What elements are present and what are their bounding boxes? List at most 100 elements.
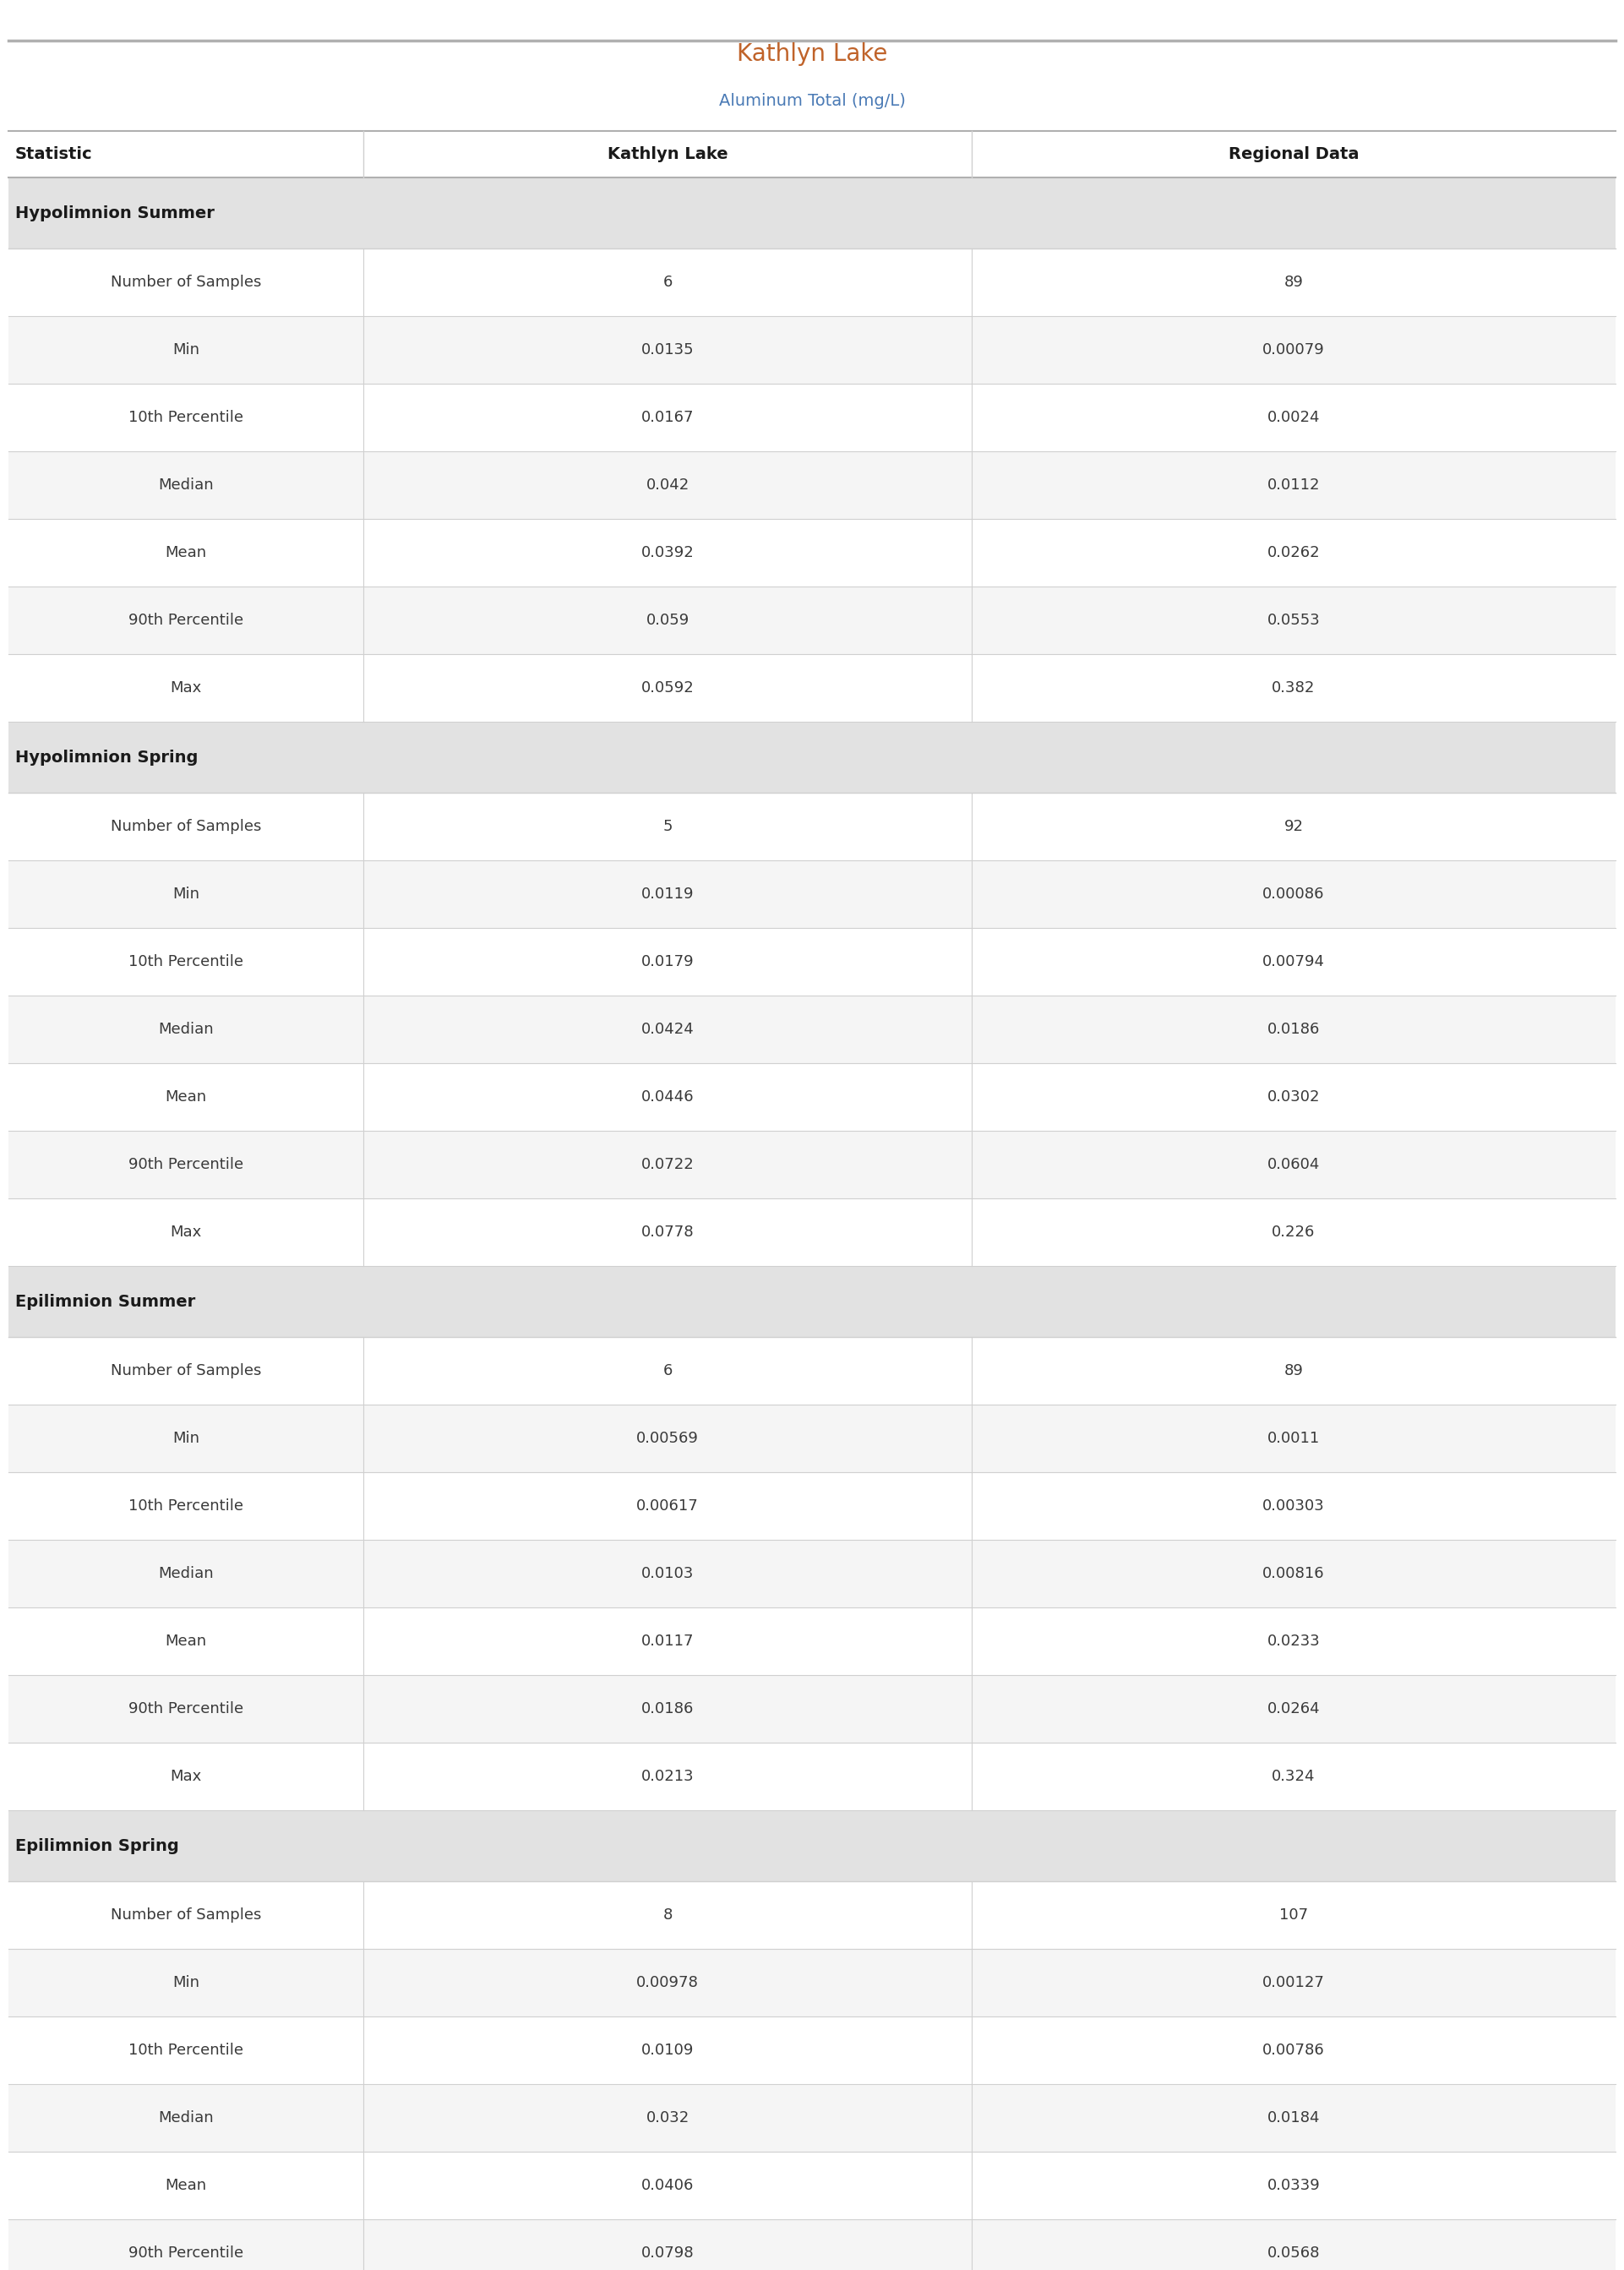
Text: Max: Max <box>171 681 201 695</box>
Text: 0.00086: 0.00086 <box>1262 888 1325 901</box>
Bar <box>8 2016 1616 2084</box>
Text: Mean: Mean <box>166 1090 206 1105</box>
Bar <box>8 2152 1616 2220</box>
Text: 0.0119: 0.0119 <box>641 888 693 901</box>
Text: 92: 92 <box>1285 819 1304 833</box>
Bar <box>8 177 1616 247</box>
Text: 0.0424: 0.0424 <box>641 1022 693 1037</box>
Text: 0.042: 0.042 <box>646 477 689 493</box>
Bar <box>8 1950 1616 2016</box>
Bar <box>8 928 1616 997</box>
Text: 0.00978: 0.00978 <box>637 1975 698 1991</box>
Text: 0.226: 0.226 <box>1272 1224 1315 1239</box>
Text: 0.0778: 0.0778 <box>641 1224 693 1239</box>
Bar <box>8 1062 1616 1130</box>
Bar <box>8 722 1616 792</box>
Text: Kathlyn Lake: Kathlyn Lake <box>607 145 728 161</box>
Text: 0.032: 0.032 <box>646 2111 689 2125</box>
Text: Epilimnion Summer: Epilimnion Summer <box>15 1294 195 1310</box>
Text: 0.0024: 0.0024 <box>1267 411 1320 424</box>
Bar <box>8 520 1616 586</box>
Text: 8: 8 <box>663 1907 672 1923</box>
Text: 0.324: 0.324 <box>1272 1768 1315 1784</box>
Bar <box>8 316 1616 384</box>
Bar <box>8 860 1616 928</box>
Text: 5: 5 <box>663 819 672 833</box>
Text: 0.0604: 0.0604 <box>1267 1158 1320 1171</box>
Bar <box>8 1539 1616 1607</box>
Text: 0.0798: 0.0798 <box>641 2245 693 2261</box>
Text: 6: 6 <box>663 1364 672 1378</box>
Text: 10th Percentile: 10th Percentile <box>128 1498 244 1514</box>
Text: Aluminum Total (mg/L): Aluminum Total (mg/L) <box>719 93 905 109</box>
Text: Hypolimnion Spring: Hypolimnion Spring <box>15 749 198 765</box>
Text: 0.00794: 0.00794 <box>1262 953 1325 969</box>
Text: 0.0233: 0.0233 <box>1267 1634 1320 1648</box>
Text: Number of Samples: Number of Samples <box>110 819 261 833</box>
Bar <box>8 384 1616 452</box>
Text: 0.0553: 0.0553 <box>1267 613 1320 629</box>
Bar <box>8 586 1616 654</box>
Bar <box>8 1405 1616 1473</box>
Text: 90th Percentile: 90th Percentile <box>128 1158 244 1171</box>
Text: 0.0135: 0.0135 <box>641 343 693 356</box>
Bar <box>8 1607 1616 1675</box>
Text: 0.059: 0.059 <box>646 613 689 629</box>
Text: Median: Median <box>158 1566 214 1582</box>
Text: 0.0722: 0.0722 <box>641 1158 693 1171</box>
Text: Number of Samples: Number of Samples <box>110 1907 261 1923</box>
Text: Number of Samples: Number of Samples <box>110 1364 261 1378</box>
Text: Statistic: Statistic <box>15 145 93 161</box>
Text: 0.0112: 0.0112 <box>1267 477 1320 493</box>
Text: 0.00127: 0.00127 <box>1262 1975 1325 1991</box>
Bar <box>8 1809 1616 1882</box>
Bar <box>8 792 1616 860</box>
Text: Median: Median <box>158 2111 214 2125</box>
Text: 0.0302: 0.0302 <box>1267 1090 1320 1105</box>
Text: 0.00569: 0.00569 <box>637 1430 698 1446</box>
Bar <box>8 1882 1616 1950</box>
Text: Number of Samples: Number of Samples <box>110 275 261 291</box>
Text: 0.0186: 0.0186 <box>641 1700 693 1716</box>
Bar <box>8 1130 1616 1199</box>
Text: 0.0184: 0.0184 <box>1267 2111 1320 2125</box>
Text: 6: 6 <box>663 275 672 291</box>
Text: 0.00303: 0.00303 <box>1262 1498 1325 1514</box>
Text: 10th Percentile: 10th Percentile <box>128 953 244 969</box>
Text: 89: 89 <box>1285 1364 1304 1378</box>
Text: 0.00786: 0.00786 <box>1262 2043 1325 2059</box>
Text: 90th Percentile: 90th Percentile <box>128 613 244 629</box>
Text: 107: 107 <box>1280 1907 1307 1923</box>
Bar <box>8 1337 1616 1405</box>
Text: 0.0264: 0.0264 <box>1267 1700 1320 1716</box>
Text: Median: Median <box>158 477 214 493</box>
Text: Min: Min <box>172 1430 200 1446</box>
Bar <box>8 2084 1616 2152</box>
Text: 0.0406: 0.0406 <box>641 2177 693 2193</box>
Text: 0.0186: 0.0186 <box>1267 1022 1320 1037</box>
Text: 0.0592: 0.0592 <box>641 681 693 695</box>
Text: 0.0117: 0.0117 <box>641 1634 693 1648</box>
Text: 0.382: 0.382 <box>1272 681 1315 695</box>
Bar <box>8 1675 1616 1743</box>
Text: 0.0109: 0.0109 <box>641 2043 693 2059</box>
Text: Mean: Mean <box>166 545 206 561</box>
Bar <box>8 1743 1616 1809</box>
Bar <box>8 2220 1616 2270</box>
Text: 0.0011: 0.0011 <box>1267 1430 1320 1446</box>
Text: 0.0179: 0.0179 <box>641 953 693 969</box>
Text: 0.0392: 0.0392 <box>641 545 693 561</box>
Text: Regional Data: Regional Data <box>1228 145 1359 161</box>
Bar <box>8 452 1616 520</box>
Bar <box>8 1473 1616 1539</box>
Bar <box>8 654 1616 722</box>
Text: 0.0213: 0.0213 <box>641 1768 693 1784</box>
Text: Hypolimnion Summer: Hypolimnion Summer <box>15 204 214 220</box>
Text: Mean: Mean <box>166 1634 206 1648</box>
Text: Median: Median <box>158 1022 214 1037</box>
Text: 10th Percentile: 10th Percentile <box>128 2043 244 2059</box>
Bar <box>8 997 1616 1062</box>
Text: Epilimnion Spring: Epilimnion Spring <box>15 1839 179 1855</box>
Text: 10th Percentile: 10th Percentile <box>128 411 244 424</box>
Text: Mean: Mean <box>166 2177 206 2193</box>
